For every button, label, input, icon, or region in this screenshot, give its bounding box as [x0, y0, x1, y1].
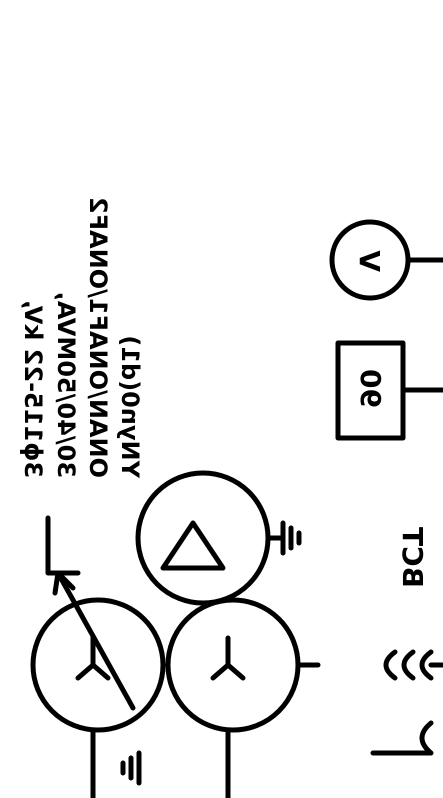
transformer-primary-winding [165, 597, 301, 733]
transformer-spec-line-1: 3ϕ115-22 kV, [19, 300, 47, 478]
ct-label: BCT [396, 527, 429, 588]
relay-box-label: 90 [354, 369, 387, 408]
transformer-secondary-winding [30, 597, 166, 733]
wye-symbol-secondary [75, 635, 111, 681]
current-transformer-coil [383, 649, 443, 681]
wye-symbol-primary [210, 635, 246, 681]
transformer-spec-line-2: 30/40/50MVA, [52, 291, 80, 478]
delta-symbol [160, 520, 226, 571]
transformer-spec-line-4: YNyn0(d1) [116, 335, 144, 479]
ct-secondary [370, 720, 434, 756]
voltmeter-label: V [353, 250, 386, 272]
tap-changer-arrow [55, 570, 136, 711]
transformer-spec-line-3: ONAN/ONAF1/ONAF2 [84, 197, 112, 478]
ground-symbol-tertiary [265, 520, 302, 556]
ground-symbol-secondary [120, 750, 142, 786]
ltc-bracket [45, 515, 81, 576]
